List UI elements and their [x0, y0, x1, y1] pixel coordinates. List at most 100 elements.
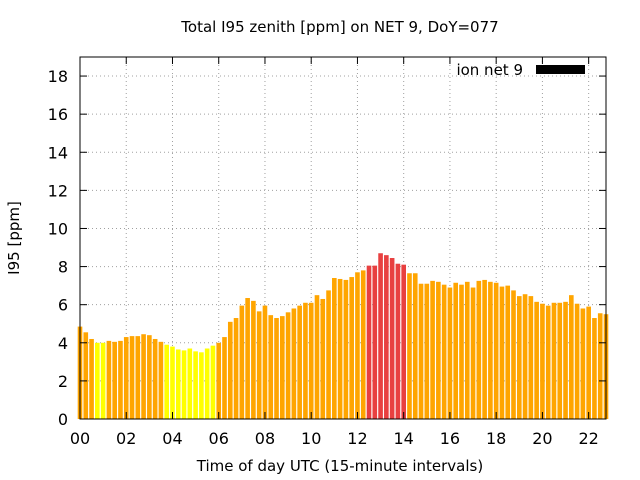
- bar: [384, 255, 389, 419]
- bar: [563, 301, 568, 419]
- bar: [175, 349, 181, 419]
- bar: [216, 342, 222, 419]
- bar: [597, 313, 603, 419]
- bar: [343, 279, 349, 419]
- bar: [326, 290, 331, 419]
- bar: [574, 303, 580, 419]
- bar: [164, 344, 170, 419]
- bar: [118, 340, 123, 419]
- y-tick-label: 6: [58, 296, 68, 315]
- y-tick-label: 14: [48, 143, 68, 162]
- bar: [528, 296, 534, 419]
- bar: [540, 303, 545, 419]
- bar: [106, 340, 112, 419]
- bar: [534, 301, 539, 419]
- bar: [193, 351, 198, 419]
- bar: [332, 278, 337, 419]
- bar: [337, 278, 343, 419]
- plot-frame: [79, 56, 607, 420]
- bar: [135, 336, 141, 419]
- bar: [516, 296, 522, 419]
- bar: [147, 335, 152, 419]
- x-tick-label: 08: [255, 429, 275, 448]
- bar: [493, 282, 499, 419]
- bar: [268, 315, 274, 419]
- bar-series: [77, 253, 609, 419]
- bar: [123, 337, 129, 419]
- chart-title: Total I95 zenith [ppm] on NET 9, DoY=077: [180, 18, 498, 36]
- y-axis-label: I95 [ppm]: [5, 201, 23, 275]
- y-tick-label: 16: [48, 105, 68, 124]
- y-tick-label: 4: [58, 334, 68, 353]
- grid-lines: [80, 57, 606, 419]
- bar: [181, 350, 187, 419]
- x-tick-label: 18: [486, 429, 506, 448]
- x-tick-label: 22: [578, 429, 598, 448]
- bar: [569, 295, 574, 419]
- bar: [522, 294, 528, 419]
- bar: [557, 302, 563, 419]
- bar: [453, 282, 459, 419]
- bar: [412, 273, 418, 419]
- bar: [297, 305, 302, 419]
- bar: [580, 308, 586, 419]
- y-tick-label: 12: [48, 181, 68, 200]
- bar: [256, 311, 262, 419]
- bar: [274, 318, 279, 419]
- bar: [441, 284, 447, 419]
- bar: [378, 253, 383, 419]
- bar: [436, 281, 441, 419]
- legend-swatch: [536, 65, 585, 74]
- bar: [459, 284, 464, 419]
- x-tick-label: 14: [394, 429, 414, 448]
- bar: [233, 318, 239, 419]
- bar: [366, 265, 372, 419]
- bar: [280, 316, 285, 419]
- bar: [511, 290, 516, 419]
- x-tick-label: 20: [532, 429, 552, 448]
- bar: [141, 334, 146, 419]
- bar: [285, 312, 291, 419]
- bar: [199, 352, 204, 419]
- bar: [320, 298, 326, 419]
- bar: [545, 305, 551, 419]
- x-tick-label: 10: [301, 429, 321, 448]
- x-tick-label: 02: [116, 429, 136, 448]
- x-tick-label: 00: [70, 429, 90, 448]
- bar: [152, 338, 158, 419]
- bar: [586, 306, 591, 419]
- bar: [204, 348, 210, 419]
- y-tick-label: 8: [58, 258, 68, 277]
- bar: [83, 332, 89, 419]
- bar: [482, 279, 487, 419]
- bar: [488, 281, 493, 419]
- bar: [227, 321, 233, 419]
- bar: [360, 270, 366, 419]
- bar: [551, 302, 557, 419]
- bar: [158, 341, 164, 419]
- bar: [291, 308, 297, 419]
- bar: [187, 348, 193, 419]
- bar: [303, 302, 308, 419]
- bar: [355, 272, 360, 419]
- bar: [418, 283, 424, 419]
- bar: [95, 342, 100, 419]
- bar: [112, 341, 117, 419]
- x-tick-label: 04: [162, 429, 182, 448]
- bar: [210, 345, 216, 419]
- bar: [424, 283, 430, 419]
- bar: [222, 337, 227, 419]
- bar: [389, 258, 395, 419]
- legend: ion net 9: [456, 61, 585, 79]
- legend-label: ion net 9: [456, 61, 523, 79]
- bar: [470, 287, 476, 419]
- bar: [505, 285, 511, 419]
- bar: [447, 287, 453, 419]
- x-tick-label: 16: [440, 429, 460, 448]
- bar: [407, 273, 412, 419]
- bar: [349, 277, 354, 419]
- bar: [401, 264, 406, 419]
- bar: [464, 281, 470, 419]
- bar: [395, 263, 401, 419]
